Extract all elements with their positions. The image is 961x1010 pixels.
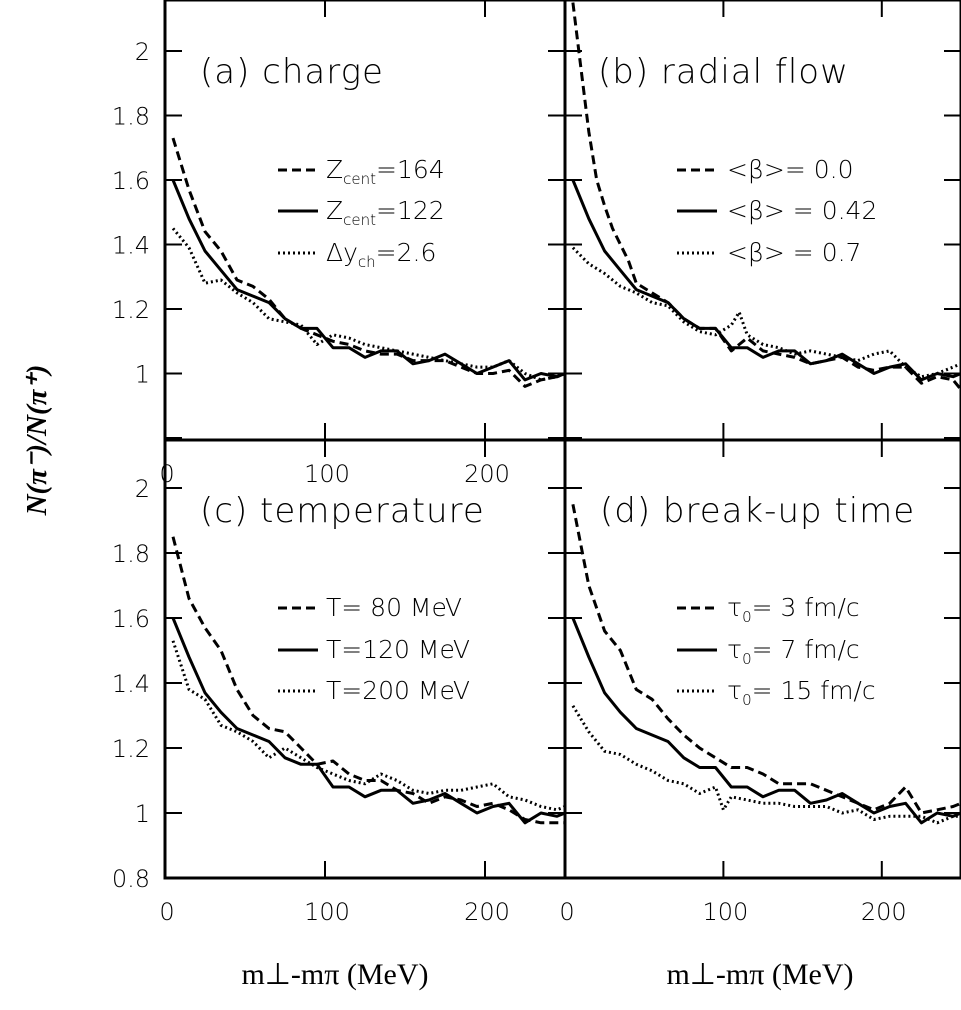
panel-title: (b) radial flow bbox=[598, 52, 849, 92]
legend-label: <β> = 0.42 bbox=[727, 196, 877, 225]
y-tick-label: 0.8 bbox=[112, 865, 150, 893]
series-line-solid bbox=[171, 617, 565, 825]
x-axis-label-right: m⊥-mπ (MeV) bbox=[666, 958, 853, 991]
x-tick-label: 100 bbox=[702, 898, 748, 926]
x-tick-label: 200 bbox=[861, 898, 907, 926]
x-tick-label: 200 bbox=[464, 898, 510, 926]
series-group bbox=[171, 137, 565, 388]
legend-label: T=200 MeV bbox=[326, 676, 470, 705]
x-tick-label: 200 bbox=[464, 460, 510, 488]
panel-b: (b) radial flow <β>= 0.0 <β> = 0.42 <β> = 0… bbox=[563, 0, 961, 442]
y-tick-label: 2 bbox=[135, 38, 150, 66]
panel-title: (a) charge bbox=[200, 52, 384, 92]
y-tick-label: 1.6 bbox=[112, 605, 150, 633]
series-line-solid bbox=[571, 617, 961, 825]
panel-title: (c) temperature bbox=[200, 491, 485, 531]
legend-label: τ0= 3 fm/c bbox=[727, 593, 860, 626]
series-group bbox=[571, 2, 961, 391]
legend-label: τ0= 15 fm/c bbox=[727, 676, 876, 709]
panel-a: 1 1.2 1.4 1.6 1.8 2 0 100 200 (a) charge Zcent=164… bbox=[112, 0, 567, 488]
series-line-dashed bbox=[571, 2, 961, 391]
legend-label: T= 80 MeV bbox=[326, 593, 462, 622]
legend-label: T=120 MeV bbox=[326, 635, 470, 664]
panel-frame bbox=[563, 438, 961, 880]
legend-label: τ0= 7 fm/c bbox=[727, 635, 860, 668]
series-group bbox=[171, 536, 565, 825]
series-line-dotted bbox=[171, 640, 565, 812]
y-tick-label: 1.4 bbox=[112, 670, 150, 698]
legend-label: <β>= 0.0 bbox=[727, 155, 854, 184]
legend-label: Zcent=122 bbox=[326, 196, 445, 229]
panel-title: (d) break-up time bbox=[600, 491, 915, 531]
series-line-dashed bbox=[171, 137, 565, 388]
x-tick-label: 0 bbox=[559, 898, 574, 926]
y-tick-label: 1.6 bbox=[112, 167, 150, 195]
legend-label: Δych=2.6 bbox=[326, 238, 436, 271]
x-tick-label: 100 bbox=[304, 460, 350, 488]
x-tick-label: 0 bbox=[159, 460, 174, 488]
series-line-dotted bbox=[571, 705, 961, 825]
series-group bbox=[571, 504, 961, 825]
y-tick-label: 1.4 bbox=[112, 232, 150, 260]
series-line-solid bbox=[171, 179, 565, 382]
y-tick-label: 1.2 bbox=[112, 296, 150, 324]
y-tick-label: 1.8 bbox=[112, 103, 150, 131]
y-tick-label: 1 bbox=[135, 800, 150, 828]
x-axis-label-left: m⊥-mπ (MeV) bbox=[241, 958, 428, 991]
series-line-dashed bbox=[571, 504, 961, 815]
panel-d: 0 100 200 (d) break-up time τ0= 3 fm/c τ0= 7 … bbox=[559, 438, 961, 926]
series-line-solid bbox=[571, 179, 961, 382]
y-tick-label: 2 bbox=[135, 475, 150, 503]
y-tick-label: 1.8 bbox=[112, 540, 150, 568]
x-tick-label: 100 bbox=[304, 898, 350, 926]
y-axis-label: N(π⁻)/N(π⁺) bbox=[21, 365, 53, 517]
panels-group: 11.21.41.61.820 100 200(a) chargeZcent=164… bbox=[112, 0, 961, 926]
legend-label: <β> = 0.7 bbox=[727, 238, 861, 267]
panel-c: 0.811.21.41.61.820 100 200(c) temperatureT… bbox=[112, 438, 567, 926]
legend-label: Zcent=164 bbox=[326, 155, 445, 188]
series-line-dotted bbox=[571, 246, 961, 379]
y-tick-label: 1.2 bbox=[112, 735, 150, 763]
series-line-dotted bbox=[171, 227, 565, 382]
x-tick-label: 0 bbox=[159, 898, 174, 926]
y-tick-label: 1 bbox=[135, 361, 150, 389]
